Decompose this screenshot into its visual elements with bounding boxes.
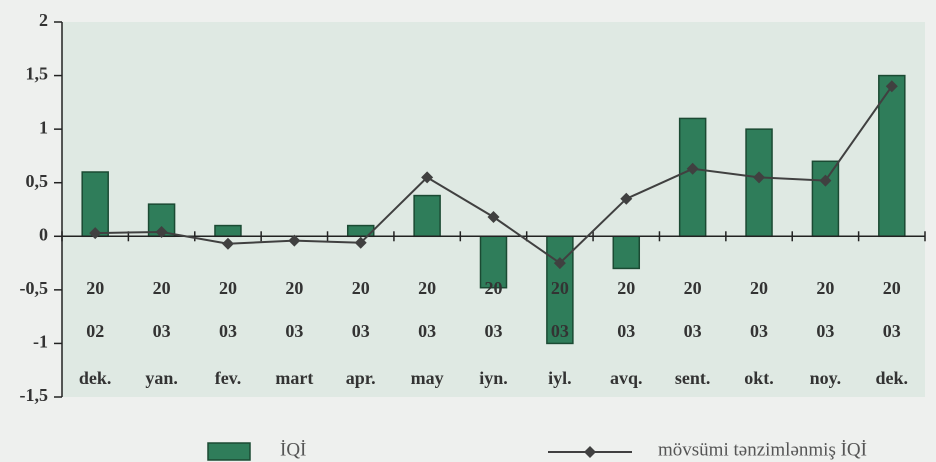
line-marker [885,80,898,93]
legend-swatch [207,442,251,461]
line-marker [155,226,168,238]
y-tick-label: 0,5 [26,171,49,191]
y-tick-label: 0 [39,224,48,244]
x-tick-label: 20 [153,278,171,298]
y-tick-label: -1,5 [20,385,49,405]
x-tick-label: noy. [810,368,842,388]
x-tick-label: yan. [145,368,178,388]
line-marker [221,237,234,250]
legend-marker [584,446,596,458]
x-tick-label: sent. [675,368,711,388]
plot-area [62,22,925,397]
bar [81,171,109,238]
line-marker [753,171,766,184]
line-marker [354,236,367,249]
x-tick-label: 20 [352,278,370,298]
x-tick-label: 03 [883,321,901,341]
x-tick-label: 20 [86,278,104,298]
bar [612,235,641,270]
line-marker [89,227,102,240]
y-tick-label: -1 [33,332,48,352]
y-tick-label: 2 [39,10,48,30]
x-tick-label: fev. [215,368,242,388]
x-tick-label: 03 [219,321,237,341]
x-tick-label: 03 [352,321,370,341]
bar [811,160,840,238]
x-tick-label: dek. [79,368,112,388]
x-tick-label: 02 [86,321,104,341]
x-tick-label: 20 [883,278,901,298]
y-tick-label: -0,5 [20,278,49,298]
x-tick-label: 03 [750,321,768,341]
x-tick-label: 20 [551,278,569,298]
x-tick-label: dek. [876,368,909,388]
x-tick-label: 03 [485,321,503,341]
x-tick-label: 03 [418,321,436,341]
x-tick-label: 20 [285,278,303,298]
line-marker [288,234,301,247]
line-marker [819,174,832,187]
bar [878,74,906,238]
line-marker [620,192,633,205]
x-tick-label: 20 [750,278,768,298]
line-marker [686,162,699,175]
x-tick-label: 03 [551,321,569,341]
x-tick-label: 03 [617,321,635,341]
line-marker [487,211,500,223]
x-tick-label: 20 [418,278,436,298]
x-tick-label: 20 [684,278,702,298]
bar [214,224,242,238]
x-tick-label: okt. [744,368,774,388]
x-tick-label: 03 [684,321,702,341]
y-tick-label: 1 [39,117,48,137]
x-tick-label: may [411,368,444,388]
bar [413,194,441,238]
x-tick-label: 03 [285,321,303,341]
x-tick-label: 20 [617,278,635,298]
bar [678,117,707,238]
x-tick-label: 03 [816,321,834,341]
x-tick-label: mart [275,368,313,388]
line-marker [421,171,434,184]
y-tick-label: 1,5 [26,64,49,84]
x-tick-label: iyl. [548,368,572,388]
x-tick-label: apr. [346,368,376,388]
line-marker [553,257,566,270]
x-tick-label: 20 [219,278,237,298]
legend-label: mövsümi tənzimlənmiş İQİ [658,439,867,460]
x-tick-label: 20 [485,278,503,298]
legend-label: İQİ [280,439,306,460]
x-tick-label: iyn. [479,368,508,388]
x-tick-label: 03 [153,321,171,341]
x-tick-label: avq. [610,368,643,388]
x-tick-label: 20 [816,278,834,298]
